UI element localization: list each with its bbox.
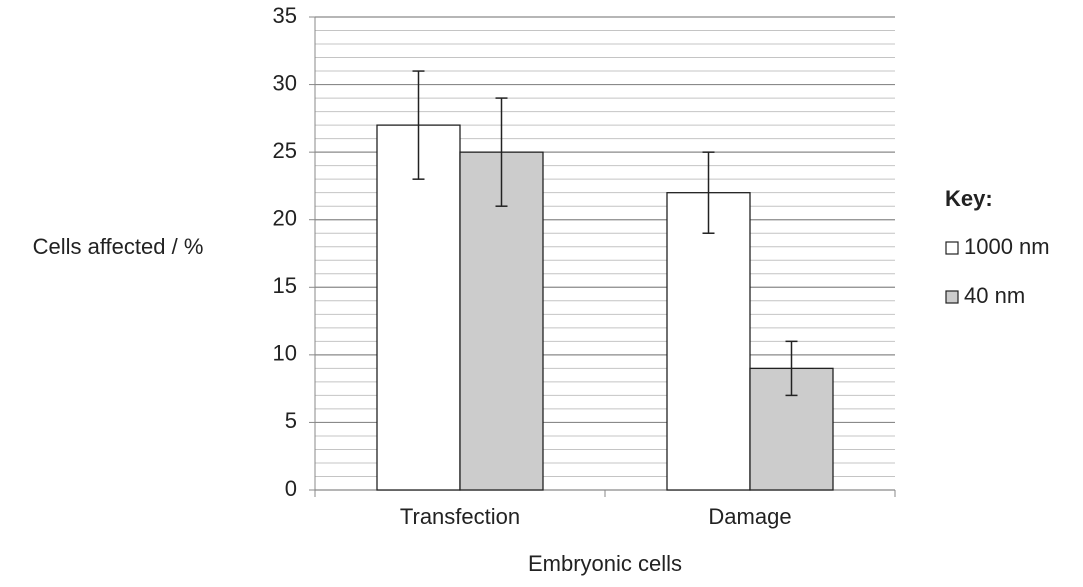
y-tick-label: 0 — [285, 476, 297, 501]
legend-label: 40 nm — [964, 283, 1025, 308]
bar — [376, 124, 461, 491]
legend-swatch — [945, 241, 959, 255]
legend-title: Key: — [945, 186, 993, 211]
legend-swatch — [945, 290, 959, 304]
bar — [666, 192, 751, 491]
x-tick-label: Transfection — [400, 504, 520, 529]
y-tick-label: 35 — [273, 3, 297, 28]
error-bar — [785, 340, 798, 397]
y-tick-label: 5 — [285, 408, 297, 433]
y-tick-label: 30 — [273, 70, 297, 95]
legend-label: 1000 nm — [964, 234, 1050, 259]
y-tick-label: 10 — [273, 341, 297, 366]
y-tick-label: 15 — [273, 273, 297, 298]
x-tick-label: Damage — [708, 504, 791, 529]
y-tick-label: 25 — [273, 138, 297, 163]
x-axis-label: Embryonic cells — [528, 551, 682, 576]
error-bar — [495, 97, 508, 207]
error-bar — [412, 70, 425, 180]
y-tick-label: 20 — [273, 206, 297, 231]
y-axis-label: Cells affected / % — [33, 234, 204, 259]
error-bar — [702, 151, 715, 234]
